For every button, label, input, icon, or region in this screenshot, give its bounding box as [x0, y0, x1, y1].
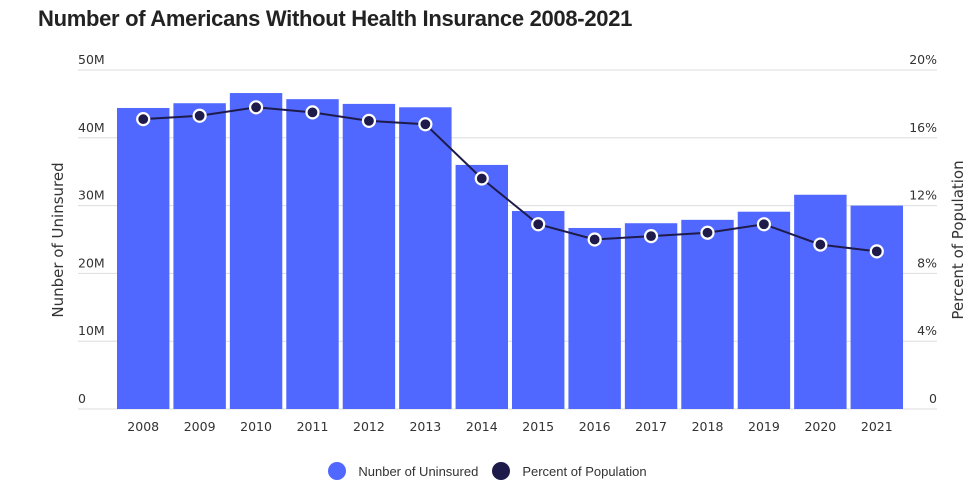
point-2012[interactable]: [361, 113, 377, 128]
right-tick-label: 4%: [917, 323, 937, 338]
bar-2016[interactable]: [568, 227, 621, 409]
right-tick-label: 0: [929, 391, 937, 406]
point-2011[interactable]: [305, 105, 320, 120]
x-tick-label: 2016: [579, 419, 611, 434]
bar-2017[interactable]: [624, 223, 678, 409]
legend-swatch-uninsured: [328, 462, 347, 480]
x-tick-label: 2011: [297, 419, 329, 434]
left-tick-label: 0: [78, 391, 86, 406]
bar-2009[interactable]: [173, 103, 226, 410]
left-tick-label: 20M: [78, 255, 105, 270]
point-2017[interactable]: [643, 229, 659, 244]
left-axis-title: Nunber of Uninsured: [49, 162, 67, 317]
left-tick-label: 10M: [78, 323, 105, 338]
point-2020[interactable]: [813, 237, 828, 252]
bar-2008[interactable]: [117, 107, 170, 409]
bar-2020[interactable]: [794, 194, 847, 409]
right-tick-label: 20%: [909, 52, 937, 67]
left-tick-label: 40M: [78, 120, 105, 135]
x-tick-label: 2012: [353, 419, 385, 434]
legend-item-uninsured[interactable]: Nunber of Uninsured: [328, 462, 478, 480]
point-2009[interactable]: [192, 108, 207, 123]
x-tick-label: 2013: [409, 419, 441, 434]
bar-2013[interactable]: [399, 107, 452, 409]
point-2013[interactable]: [418, 117, 433, 132]
legend: Nunber of Uninsured Percent of Populatio…: [0, 462, 975, 480]
legend-item-percent[interactable]: Percent of Population: [492, 462, 647, 480]
chart-title: Number of Americans Without Health Insur…: [38, 6, 633, 31]
point-2010[interactable]: [248, 100, 264, 115]
x-tick-label: 2009: [184, 419, 216, 434]
point-2019[interactable]: [756, 217, 772, 232]
bar-2012[interactable]: [342, 103, 396, 410]
bar-2011[interactable]: [286, 99, 339, 410]
right-tick-label: 12%: [909, 188, 937, 203]
point-2008[interactable]: [136, 112, 151, 127]
x-tick-label: 2017: [635, 419, 667, 434]
x-tick-label: 2019: [748, 419, 780, 434]
right-tick-label: 8%: [917, 255, 937, 270]
right-axis-ticks: 0 4% 8% 12% 16% 20%: [909, 52, 937, 406]
x-tick-label: 2015: [522, 419, 554, 434]
right-tick-label: 16%: [909, 120, 937, 135]
point-2021[interactable]: [869, 244, 884, 259]
left-tick-label: 30M: [78, 188, 105, 203]
bar-2014[interactable]: [455, 164, 508, 409]
line-group: [136, 100, 884, 259]
right-axis-title: Percent of Population: [949, 160, 967, 319]
point-2018[interactable]: [700, 225, 715, 240]
bar-2015[interactable]: [512, 211, 565, 409]
percent-line: [143, 106, 877, 253]
legend-label-percent: Percent of Population: [522, 463, 647, 479]
point-2014[interactable]: [474, 171, 489, 186]
x-tick-label: 2014: [466, 419, 498, 434]
legend-swatch-percent: [492, 462, 511, 480]
legend-label-uninsured: Nunber of Uninsured: [358, 463, 479, 479]
x-tick-label: 2008: [127, 419, 159, 434]
bar-2018[interactable]: [681, 219, 734, 409]
x-tick-label: 2020: [804, 419, 836, 434]
point-2016[interactable]: [587, 232, 602, 247]
bar-2021[interactable]: [850, 205, 903, 409]
x-tick-label: 2021: [861, 419, 893, 434]
left-tick-label: 50M: [78, 52, 105, 67]
point-2015[interactable]: [531, 217, 546, 232]
x-axis-ticks: 2008 2009 2010 2011 2012 2013 2014 2015 2016 2017…: [127, 419, 892, 434]
x-tick-label: 2010: [240, 419, 272, 434]
x-tick-label: 2018: [692, 419, 724, 434]
left-axis-ticks: 0 10M 20M 30M 40M 50M: [78, 52, 105, 406]
bar-2019[interactable]: [737, 211, 791, 409]
bars-group: [117, 93, 903, 410]
bar-2010[interactable]: [229, 93, 283, 409]
